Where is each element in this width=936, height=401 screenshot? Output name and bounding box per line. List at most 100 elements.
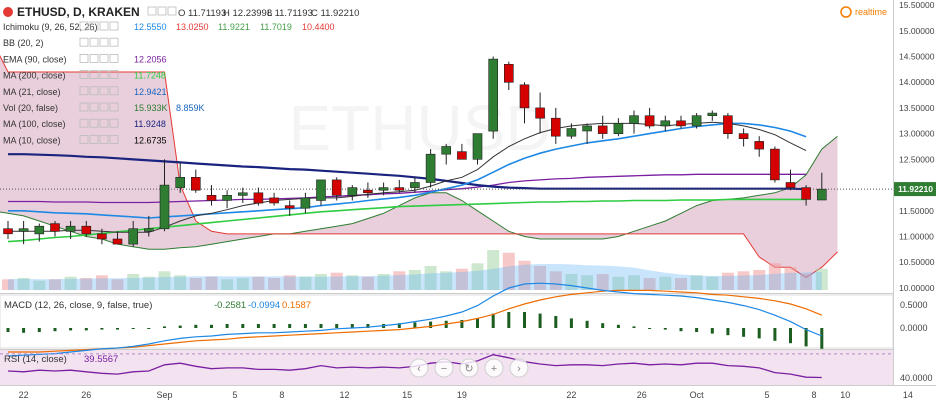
legend-settings-icon	[79, 102, 89, 112]
legend-row: MA (10, close) 12.6735	[3, 134, 167, 145]
macd-histogram-bar	[757, 328, 761, 339]
macd-histogram-bar	[491, 313, 495, 328]
candle	[410, 177, 420, 193]
scroll-right-button[interactable]: ›	[509, 358, 529, 378]
last-price-label: 11.92210	[898, 184, 933, 194]
volume-bar	[268, 278, 281, 290]
volume-bar	[502, 252, 515, 290]
legend-row: Ichimoku (9, 26, 52, 26) 12.5550 13.0250 11…	[3, 21, 335, 32]
macd-histogram-bar	[288, 324, 292, 328]
candle	[691, 113, 702, 129]
volume-bar	[361, 276, 374, 290]
candle-body	[128, 228, 138, 245]
volume-bar	[80, 278, 93, 290]
navigation-controls[interactable]: ‹ − ↻ + ›	[409, 358, 529, 378]
reset-view-button[interactable]: ↻	[459, 358, 479, 378]
volume-bar	[174, 275, 187, 290]
legend-indicator-name: MA (10, close)	[3, 135, 61, 145]
price-axis-tick: 10.00000	[899, 283, 935, 293]
candle	[503, 61, 514, 90]
macd-histogram-bar	[585, 320, 589, 328]
macd-histogram-bar	[554, 316, 558, 328]
volume-bar	[49, 279, 61, 290]
date-axis-tick: 15	[402, 390, 412, 400]
candle	[112, 231, 123, 245]
price-axis-tick: 11.50000	[899, 206, 934, 216]
candle	[566, 123, 577, 139]
candle	[676, 115, 686, 129]
macd-histogram-bar	[241, 324, 245, 328]
date-axis-tick: 8	[279, 390, 284, 400]
date-axis-tick: 26	[81, 390, 91, 400]
legend-settings-icon	[109, 102, 119, 112]
zoom-out-button[interactable]: −	[434, 358, 454, 378]
macd-panel: MACD (12, 26, close, 9, false, true) -0.2…	[4, 282, 928, 357]
candle-body	[378, 187, 389, 191]
volume-bar	[721, 272, 734, 290]
candle-body	[816, 188, 827, 201]
macd-legend-value: -0.0994	[248, 300, 280, 311]
macd-histogram-bar	[679, 328, 683, 332]
macd-histogram-bar	[366, 324, 370, 328]
legend-settings-icon	[79, 37, 89, 47]
legend-indicator-value: 12.9421	[134, 87, 167, 97]
header-settings-icon	[167, 6, 177, 16]
date-axis-tick: 5	[764, 390, 769, 400]
macd-histogram-bar	[272, 324, 276, 328]
cloud-span-a	[0, 135, 838, 250]
candle-body	[535, 107, 545, 119]
candle-body	[644, 115, 655, 127]
macd-histogram-bar	[648, 328, 652, 329]
candle	[629, 110, 639, 134]
candle-body	[112, 238, 123, 245]
candle	[128, 221, 138, 247]
legend-settings-icon	[109, 21, 119, 31]
price-axis-tick: 14.00000	[899, 77, 935, 87]
legend-settings-icon	[99, 118, 109, 128]
cloud-span-b	[0, 55, 838, 279]
legend-settings-icon	[109, 70, 119, 79]
macd-histogram-bar	[773, 328, 777, 341]
scroll-left-button[interactable]: ‹	[409, 358, 429, 378]
date-axis-tick: 22	[566, 390, 576, 400]
candle	[316, 179, 326, 206]
macd-histogram-bar	[131, 328, 135, 329]
legend-row: Vol (20, false) 15.933K 8.859K	[3, 102, 205, 113]
candle	[785, 169, 796, 191]
candle	[394, 179, 405, 193]
legend-settings-icon	[99, 21, 109, 31]
legend-indicator-value: 10.4400	[302, 22, 335, 32]
macd-histogram-bar	[6, 328, 10, 332]
realtime-label: realtime	[855, 7, 887, 17]
candle	[97, 228, 107, 245]
candle-body	[3, 228, 13, 235]
control-circle	[484, 358, 504, 378]
candle	[754, 136, 765, 157]
candle	[331, 177, 342, 201]
candle	[457, 143, 467, 160]
volume-bar	[424, 266, 437, 290]
zoom-in-button[interactable]: +	[484, 358, 504, 378]
ma21-line	[8, 122, 807, 219]
candle-body	[503, 64, 514, 83]
macd-histogram-bar	[178, 325, 182, 328]
candle-body	[97, 233, 107, 240]
macd-legend-label: MACD (12, 26, close, 9, false, true)	[4, 300, 152, 311]
control-circle	[509, 358, 529, 378]
ohlc-open: O 11.71193	[178, 8, 226, 19]
macd-histogram-bar	[116, 328, 119, 330]
volume-bar	[643, 278, 656, 290]
legend-indicator-name: MA (200, close)	[3, 71, 66, 81]
volume-bar	[95, 275, 108, 290]
macd-histogram-bar	[397, 323, 401, 328]
rsi-axis-tick: 40.0000	[900, 373, 933, 383]
volume-bar	[706, 276, 719, 290]
candle	[300, 192, 311, 214]
ma200-line	[7, 198, 807, 243]
candle	[723, 113, 733, 139]
candle	[18, 221, 29, 245]
candle-body	[425, 153, 436, 183]
legend-settings-icon	[89, 37, 99, 47]
price-axis-tick: 13.50000	[899, 103, 935, 113]
